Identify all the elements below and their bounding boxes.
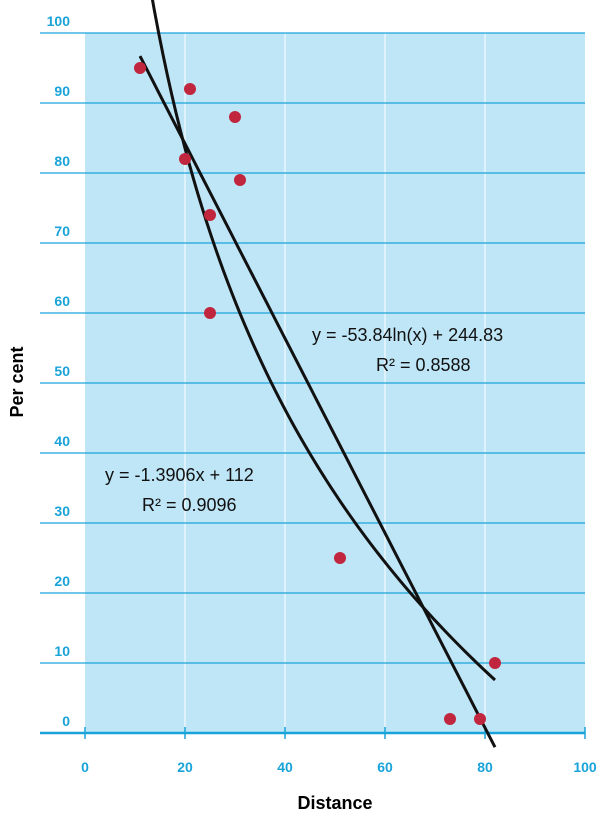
data-point bbox=[474, 713, 486, 725]
tick-labels: 0 20 40 60 80 100 0 10 20 30 40 50 60 70 80 90 100 bbox=[47, 13, 597, 775]
y-tick-label: 10 bbox=[54, 643, 70, 659]
data-point bbox=[334, 552, 346, 564]
y-tick-label: 40 bbox=[54, 433, 70, 449]
y-tick-label: 90 bbox=[54, 83, 70, 99]
data-point bbox=[184, 83, 196, 95]
data-points bbox=[134, 62, 501, 725]
y-tick-label: 0 bbox=[62, 713, 70, 729]
data-point bbox=[204, 209, 216, 221]
data-point bbox=[179, 153, 191, 165]
x-axis-title: Distance bbox=[297, 793, 372, 813]
y-tick-label: 50 bbox=[54, 363, 70, 379]
data-point bbox=[229, 111, 241, 123]
data-point bbox=[489, 657, 501, 669]
y-axis-title: Per cent bbox=[7, 346, 27, 417]
y-tick-label: 60 bbox=[54, 293, 70, 309]
y-tick-label: 20 bbox=[54, 573, 70, 589]
x-tick-label: 80 bbox=[477, 759, 493, 775]
linear-trendline bbox=[138, 55, 497, 748]
data-point bbox=[444, 713, 456, 725]
y-tick-label: 100 bbox=[47, 13, 71, 29]
data-point bbox=[204, 307, 216, 319]
x-tick-label: 20 bbox=[177, 759, 193, 775]
data-point bbox=[134, 62, 146, 74]
y-tick-label: 80 bbox=[54, 153, 70, 169]
log-trendline bbox=[150, 0, 497, 682]
linear-equation-label: y = -1.3906x + 112 bbox=[105, 465, 254, 485]
y-tick-label: 30 bbox=[54, 503, 70, 519]
x-tick-label: 100 bbox=[573, 759, 597, 775]
linear-r2-label: R² = 0.9096 bbox=[142, 495, 237, 515]
grid-lines bbox=[40, 32, 585, 734]
data-point bbox=[234, 174, 246, 186]
log-r2-label: R² = 0.8588 bbox=[376, 355, 471, 375]
x-tick-label: 40 bbox=[277, 759, 293, 775]
trendlines bbox=[138, 0, 497, 748]
x-tick-label: 0 bbox=[81, 759, 89, 775]
y-tick-label: 70 bbox=[54, 223, 70, 239]
axes bbox=[40, 727, 586, 739]
x-tick-label: 60 bbox=[377, 759, 393, 775]
log-equation-label: y = -53.84ln(x) + 244.83 bbox=[312, 325, 503, 345]
